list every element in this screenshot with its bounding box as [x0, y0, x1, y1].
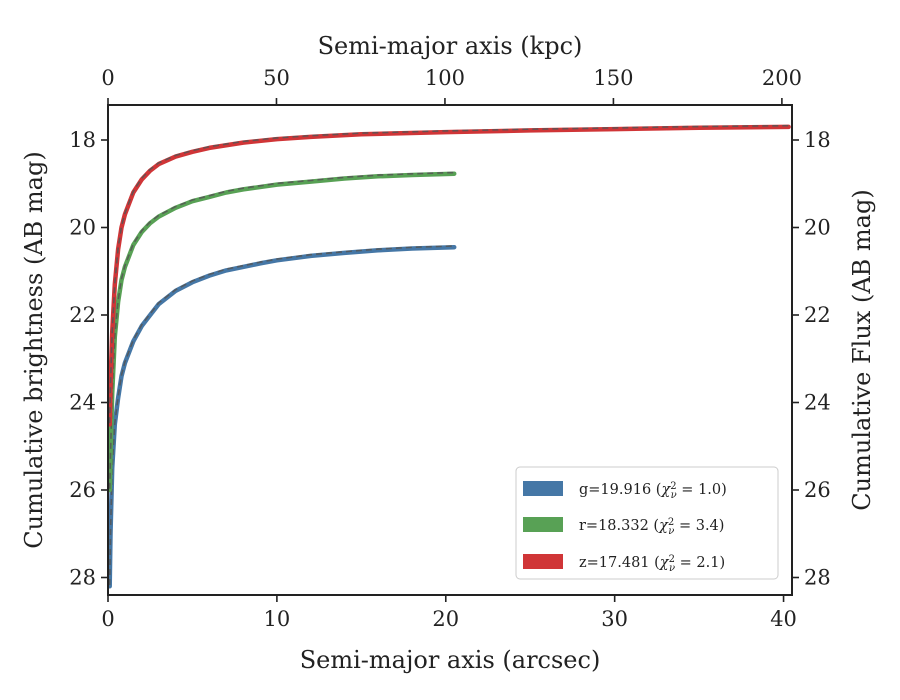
x-tick-label: 20	[432, 607, 459, 631]
y-tick-label: 20	[69, 216, 96, 240]
y-tick-label: 22	[69, 303, 96, 327]
y2-axis-label: Cumulative Flux (AB mag)	[848, 189, 876, 510]
y-tick-label: 24	[69, 391, 96, 415]
y-tick-label: 26	[69, 478, 96, 502]
x-tick-label: 40	[770, 607, 797, 631]
legend-swatch-r	[523, 517, 563, 532]
series-line-g	[107, 244, 457, 589]
x2-tick-label: 200	[762, 66, 802, 90]
legend-swatch-g	[523, 481, 563, 496]
legend-label-z: z=17.481 (χ2 ν = 2.1)	[579, 554, 725, 575]
series-layer	[107, 124, 791, 589]
legend-label-g: g=19.916 (χ2 ν = 1.0)	[579, 481, 727, 502]
y-tick-label: 28	[69, 566, 96, 590]
y2-tick-label: 28	[804, 566, 831, 590]
y-tick-label: 18	[69, 128, 96, 152]
legend-label-r: r=18.332 (χ2 ν = 3.4)	[579, 517, 724, 538]
legend-box	[515, 466, 779, 580]
y2-tick-label: 26	[804, 478, 831, 502]
model-line-r	[108, 171, 455, 489]
y2-tick-label: 22	[804, 303, 831, 327]
y-axis-label: Cumulative brightness (AB mag)	[20, 151, 48, 548]
legend-swatch-z	[523, 554, 563, 569]
x2-tick-label: 150	[593, 66, 633, 90]
x-tick-label: 30	[601, 607, 628, 631]
y2-tick-label: 20	[804, 216, 831, 240]
x2-tick-label: 100	[425, 66, 465, 90]
x-axis-label: Semi-major axis (arcsec)	[300, 646, 601, 674]
legend: g=19.916 (χ2 ν = 1.0) r=18.332 (χ2 ν = 3.4…	[515, 466, 779, 580]
x-tick-label: 10	[264, 607, 291, 631]
x-tick-label: 0	[101, 607, 114, 631]
x2-tick-label: 50	[263, 66, 290, 90]
plot-frame	[107, 104, 793, 596]
ticks-layer: 0 10 20 30 40 0 50 100 150 200 18 18 20 20 22 22 24 24 26 2…	[69, 66, 830, 631]
model-line-g	[108, 245, 455, 586]
x2-axis-label: Semi-major axis (kpc)	[318, 32, 583, 60]
model-line-z	[108, 124, 789, 424]
series-line-r	[107, 171, 457, 493]
y2-tick-label: 18	[804, 128, 831, 152]
x2-tick-label: 0	[101, 66, 114, 90]
y2-tick-label: 24	[804, 391, 831, 415]
